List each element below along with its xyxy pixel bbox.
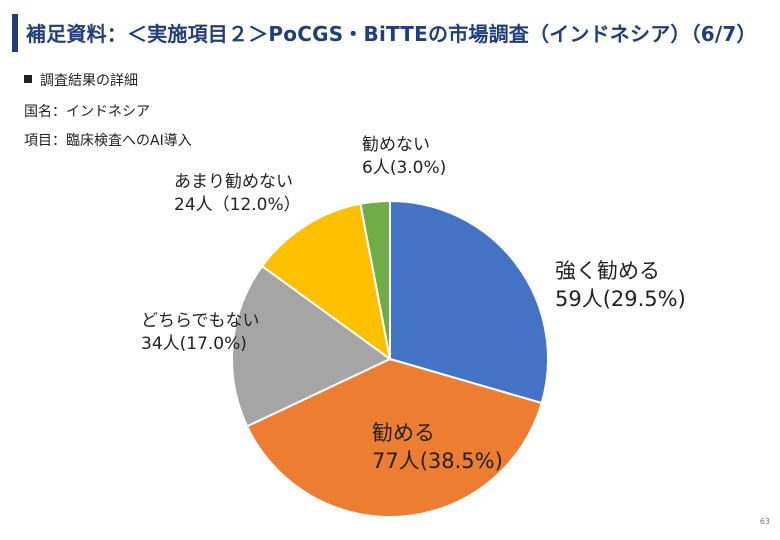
slice-label-2: どちらでもない [141, 311, 260, 331]
slice-value-label-4: 6人(3.0%) [362, 158, 446, 178]
square-bullet-icon [24, 75, 32, 83]
slice-value-label-3: 24人（12.0%） [174, 195, 301, 215]
title-accent-bar [12, 14, 18, 52]
pie-slice-2 [231, 264, 392, 428]
slice-value-label-2: 34人(17.0%) [141, 334, 247, 354]
pie-slices [231, 199, 549, 518]
slice-value-label-1: 77人(38.5%) [372, 449, 503, 473]
country-line: 国名：インドネシア [24, 104, 150, 120]
pie-slice-4 [359, 199, 391, 360]
slice-value-label-0: 59人(29.5%) [555, 287, 686, 311]
pie-labels: 強く勧める 59人(29.5%) 勧める 77人(38.5%) どちらでもない 34人(1… [141, 135, 686, 473]
item-line: 項目：臨床検査へのAI導入 [24, 133, 192, 149]
page-number: 63 [759, 517, 770, 526]
section-heading: 調査結果の詳細 [24, 70, 138, 90]
pie-slice-3 [260, 202, 392, 362]
page-title: 補足資料：＜実施項目２＞PoCGS・BiTTEの市場調査（インドネシア）（6/7… [26, 22, 757, 46]
section-heading-text: 調査結果の詳細 [40, 73, 138, 89]
slice-label-1: 勧める [372, 421, 435, 445]
pie-slice-0 [389, 199, 549, 405]
slice-label-3: あまり勧めない [174, 172, 293, 192]
pie-slice-1 [245, 357, 543, 518]
slice-label-0: 強く勧める [555, 259, 660, 283]
slice-label-4: 勧めない [362, 135, 430, 155]
